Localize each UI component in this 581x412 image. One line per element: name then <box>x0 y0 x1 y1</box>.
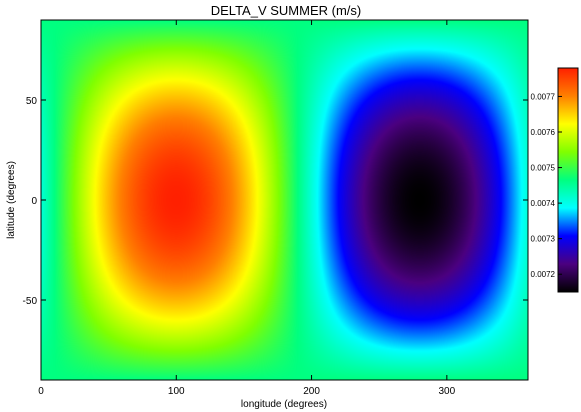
colorbar-fill <box>557 67 579 293</box>
x-tick-label: 300 <box>438 386 455 397</box>
y-tick-label: 0 <box>31 196 37 207</box>
y-axis-label: latitude (degrees) <box>6 161 17 239</box>
heatmap-canvas <box>41 20 528 380</box>
x-tick-label: 0 <box>38 386 44 397</box>
chart-title: DELTA_V SUMMER (m/s) <box>211 3 361 18</box>
colorbar-tick-label: 0.0072 <box>531 270 556 279</box>
colorbar-tick-label: 0.0077 <box>531 92 556 101</box>
x-tick-label: 100 <box>168 386 185 397</box>
x-tick-label: 200 <box>303 386 320 397</box>
colorbar: 0.0072 0.0073 0.0074 0.0075 0.0076 0.0077 <box>531 67 579 293</box>
plot-area <box>40 19 529 381</box>
colorbar-tick-label: 0.0074 <box>531 199 556 208</box>
colorbar-ticks: 0.0072 0.0073 0.0074 0.0075 0.0076 0.0077 <box>531 92 562 279</box>
colorbar-tick-label: 0.0075 <box>531 164 556 173</box>
x-axis-label: longitude (degrees) <box>241 399 327 410</box>
y-tick-label: 50 <box>26 96 38 107</box>
x-axis: 0 100 200 300 <box>38 20 456 397</box>
y-tick-label: -50 <box>23 296 38 307</box>
y-axis: -50 0 50 <box>23 96 528 307</box>
colorbar-tick-label: 0.0073 <box>531 235 556 244</box>
colorbar-tick-label: 0.0076 <box>531 128 556 137</box>
